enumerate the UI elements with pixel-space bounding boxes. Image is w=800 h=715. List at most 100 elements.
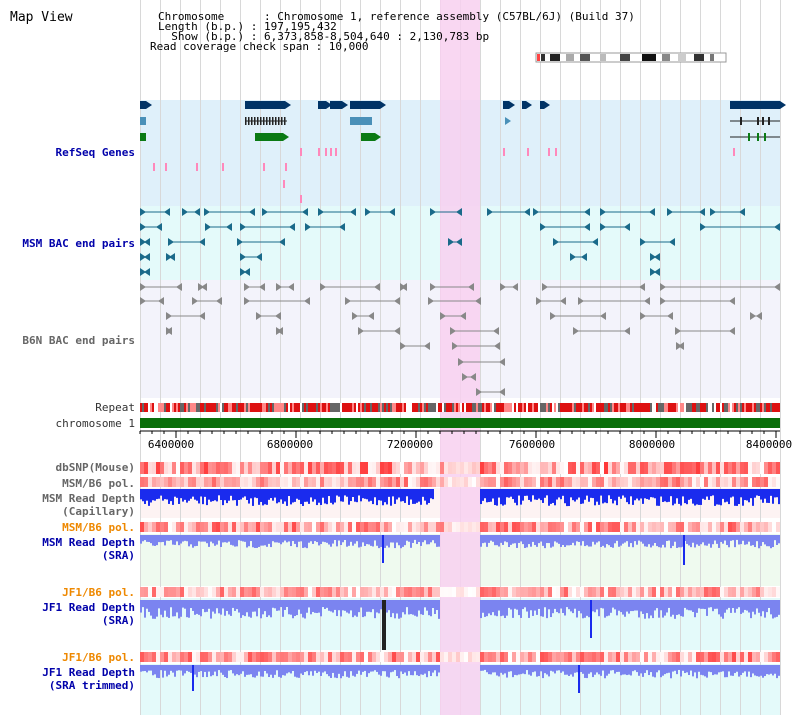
- track-label-repeat[interactable]: Repeat: [95, 401, 135, 414]
- track-label-b6n-bac[interactable]: B6N BAC end pairs: [22, 334, 135, 347]
- read-depth-tracks[interactable]: [140, 489, 780, 693]
- heatmap-cell: [432, 587, 436, 597]
- chromosome-ideogram[interactable]: [535, 52, 727, 63]
- depth-bar: [736, 489, 738, 506]
- depth-bar: [664, 535, 666, 548]
- depth-bar: [150, 535, 152, 544]
- track-label-msm-depth-cap[interactable]: MSM Read Depth: [42, 492, 135, 505]
- depth-bar: [612, 600, 614, 608]
- depth-bar: [742, 600, 744, 613]
- minor-gene-tick: [285, 163, 287, 171]
- heatmap-cell: [744, 477, 748, 487]
- depth-bar: [196, 489, 198, 501]
- heatmap-tracks[interactable]: [140, 462, 780, 662]
- msm-bac-end-pair-features[interactable]: [140, 208, 780, 276]
- track-label-jf1-depth-trim[interactable]: JF1 Read Depth: [42, 666, 135, 679]
- repeat-segment: [548, 403, 550, 412]
- heatmap-cell: [272, 522, 276, 532]
- depth-bar: [542, 665, 544, 679]
- heatmap-cell: [336, 587, 340, 597]
- track-label-jf1-depth-sra[interactable]: JF1 Read Depth: [42, 601, 135, 614]
- depth-bar: [298, 665, 300, 678]
- heatmap-cell: [236, 477, 240, 487]
- depth-bar: [264, 535, 266, 546]
- b6n-bac-pair-end: [660, 297, 666, 305]
- depth-bar: [490, 600, 492, 616]
- heatmap-cell: [216, 522, 220, 532]
- track-label-refseq-genes[interactable]: RefSeq Genes: [55, 146, 135, 159]
- heatmap-cell: [716, 522, 720, 532]
- depth-bar: [430, 535, 432, 543]
- depth-bar: [358, 665, 360, 671]
- depth-bar: [722, 535, 724, 544]
- msm-bac-pair-end: [667, 208, 673, 216]
- depth-bar: [248, 665, 250, 675]
- depth-bar: [234, 600, 236, 611]
- selected-region-highlight[interactable]: [440, 0, 480, 715]
- minor-gene-tick: [153, 163, 155, 171]
- heatmap-cell: [236, 652, 240, 662]
- depth-bar: [292, 600, 294, 619]
- depth-bar: [766, 600, 768, 613]
- depth-bar: [238, 489, 240, 500]
- depth-bar: [376, 489, 378, 506]
- depth-bar: [432, 665, 434, 673]
- repeat-track[interactable]: [140, 403, 780, 412]
- depth-bar: [682, 665, 684, 671]
- depth-bar: [330, 489, 332, 503]
- gene-exon: [757, 117, 759, 125]
- depth-bar: [532, 535, 534, 542]
- chromosome-bar[interactable]: [140, 418, 780, 428]
- depth-bar: [354, 489, 356, 502]
- gene-block: [330, 101, 342, 109]
- depth-bar: [628, 489, 630, 505]
- heatmap-cell: [396, 462, 400, 474]
- gene-block: [140, 101, 146, 109]
- track-label-jf1-b6-pol-2[interactable]: JF1/B6 pol.: [62, 651, 135, 664]
- b6n-bac-pair-end: [256, 312, 262, 320]
- track-label-jf1-b6-pol-1[interactable]: JF1/B6 pol.: [62, 586, 135, 599]
- depth-bar: [558, 535, 560, 544]
- depth-bar: [354, 600, 356, 616]
- track-label-dbsnp[interactable]: dbSNP(Mouse): [55, 461, 135, 474]
- depth-bar: [192, 600, 194, 611]
- track-label-msm-b6-pol-2[interactable]: MSM/B6 pol.: [62, 521, 135, 534]
- depth-bar: [644, 600, 646, 619]
- depth-bar: [624, 489, 626, 498]
- depth-bar: [634, 489, 636, 501]
- depth-bar: [766, 665, 768, 675]
- depth-bar: [526, 600, 528, 612]
- repeat-segment: [392, 403, 394, 412]
- depth-bar: [684, 665, 686, 674]
- depth-bar: [516, 600, 518, 610]
- track-label-msm-depth-sra[interactable]: MSM Read Depth: [42, 536, 135, 549]
- b6n-bac-pair-end: [639, 283, 645, 291]
- heatmap-cell: [772, 522, 776, 532]
- ideogram-band: [694, 54, 704, 61]
- repeat-segment: [408, 403, 410, 412]
- depth-bar: [246, 489, 248, 500]
- b6n-bac-end-pair-features[interactable]: [140, 283, 780, 396]
- heatmap-cell: [176, 462, 180, 474]
- depth-bar: [630, 600, 632, 612]
- track-label-chromosome[interactable]: chromosome 1: [55, 417, 135, 430]
- depth-bar: [584, 600, 586, 618]
- depth-bar: [280, 489, 282, 500]
- heatmap-cell: [492, 522, 496, 532]
- depth-bar: [246, 600, 248, 613]
- depth-bar: [234, 535, 236, 547]
- depth-bar: [432, 600, 434, 608]
- track-label-msm-bac[interactable]: MSM BAC end pairs: [22, 237, 135, 250]
- heatmap-cell: [544, 477, 548, 487]
- b6n-bac-pair-end: [512, 283, 518, 291]
- depth-bar: [484, 600, 486, 617]
- depth-bar: [298, 489, 300, 500]
- depth-bar: [748, 600, 750, 613]
- depth-bar: [318, 535, 320, 546]
- depth-bar: [718, 489, 720, 505]
- heatmap-cell: [204, 477, 208, 487]
- depth-bar: [524, 600, 526, 608]
- refseq-genes-features[interactable]: [140, 101, 786, 203]
- track-label-msm-b6-pol-1[interactable]: MSM/B6 pol.: [62, 477, 135, 490]
